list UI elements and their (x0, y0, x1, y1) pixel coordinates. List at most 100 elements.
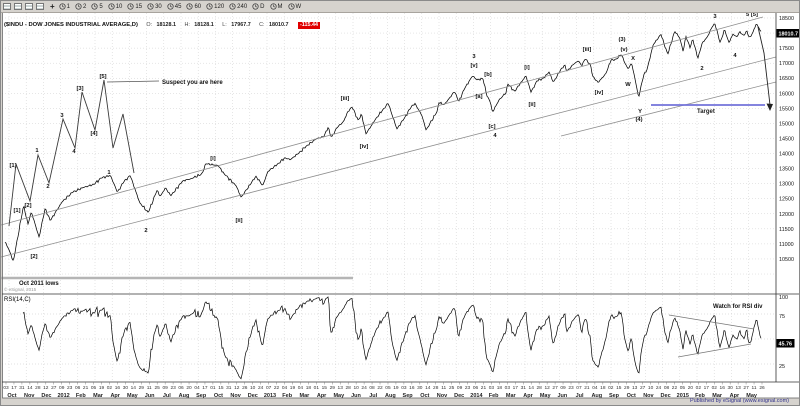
price-axis-label: 11500 (779, 227, 794, 233)
date-day-label: 09 (59, 385, 65, 391)
low-label: L: (222, 22, 227, 28)
interval-button-120[interactable]: 120 (206, 3, 224, 10)
price-axis-label: 17000 (779, 61, 794, 67)
wave-label: [iii] (583, 47, 592, 53)
date-day-label: 23 (465, 385, 471, 391)
date-day-label: 31 (19, 385, 25, 391)
interval-button-45[interactable]: 45 (167, 3, 181, 10)
last-price-badge-text: 18010.7 (779, 32, 799, 38)
close-label: C: (259, 22, 265, 28)
date-day-label: 26 (759, 385, 765, 391)
date-day-label: 04 (298, 385, 304, 391)
projection-decline-line (757, 26, 771, 106)
interval-button-D[interactable]: D (252, 3, 265, 10)
date-day-label: 05 (680, 385, 686, 391)
date-day-label: 14 (529, 385, 535, 391)
interval-button-W[interactable]: W (287, 3, 301, 10)
rsi-div-note: Watch for RSI div (713, 304, 763, 310)
date-day-label: 02 (107, 385, 113, 391)
interval-label: D (260, 3, 265, 10)
date-month-label: May (540, 393, 552, 399)
date-day-label: 02 (712, 385, 718, 391)
date-day-label: 26 (242, 385, 248, 391)
wave-label: 5 [5] (746, 12, 758, 18)
sketch-wave-label: 4 (72, 149, 76, 155)
sketch-wave-label: [3] (76, 86, 83, 92)
clock-icon (108, 3, 115, 10)
date-month-label: May (333, 393, 345, 399)
date-month-label: Oct (627, 393, 636, 399)
interval-label: 60 (194, 3, 202, 10)
wave-label: [ii] (528, 102, 535, 108)
interval-button-240[interactable]: 240 (229, 3, 247, 10)
date-day-label: 06 (178, 385, 184, 391)
wave-label: [i] (524, 65, 530, 71)
plot-background (2, 12, 799, 398)
date-month-label: Jun (351, 393, 361, 399)
date-month-label: Jun (558, 393, 568, 399)
rsi-value-badge (776, 339, 795, 348)
interval-label: 5 (99, 3, 103, 10)
sketch-wave-label: [1] (9, 163, 16, 169)
interval-button-30[interactable]: 30 (147, 3, 162, 10)
cascade-windows-icon[interactable] (25, 3, 33, 10)
rsi-line-series (22, 296, 762, 380)
date-month-label: Sep (403, 393, 414, 399)
last-price-badge (776, 29, 799, 38)
date-month-label: Sep (196, 393, 207, 399)
price-axis-label: 11000 (779, 242, 794, 248)
date-day-label: 19 (393, 385, 399, 391)
interval-button-10[interactable]: 10 (108, 3, 122, 10)
high-label: H: (184, 22, 190, 28)
date-day-label: 08 (369, 385, 375, 391)
wave-label: Y (638, 109, 642, 115)
wave-label: (4) (635, 117, 642, 123)
sketch-wave-label: 3 (60, 113, 64, 119)
date-day-label: 03 (401, 385, 407, 391)
date-day-label: 11 (441, 385, 446, 391)
date-day-label: 17 (513, 385, 519, 391)
clock-icon (127, 3, 134, 10)
wave-label: 2 (144, 228, 147, 234)
date-day-label: 07 (266, 385, 272, 391)
date-day-label: 22 (672, 385, 678, 391)
interval-button-60[interactable]: 60 (186, 3, 201, 10)
open-value: 18128.1 (156, 22, 176, 28)
date-month-label: Dec (248, 393, 258, 399)
date-month-label: Nov (643, 393, 654, 399)
date-day-label: 27 (743, 385, 749, 391)
publisher-credit: Published by eSignal (www.esignal.com) (689, 398, 789, 404)
date-day-label: 13 (632, 385, 638, 391)
date-month-label: Dec (661, 393, 671, 399)
clock-icon (75, 3, 82, 10)
date-day-label: 14 (425, 385, 431, 391)
interval-button-15[interactable]: 15 (127, 3, 142, 10)
date-month-label: Nov (24, 393, 35, 399)
sketch-wave-label: [5] (99, 74, 106, 80)
clock-icon (91, 3, 98, 10)
price-axis-label: 12000 (779, 212, 794, 218)
add-interval-icon[interactable]: + (50, 1, 55, 11)
wave-label: 4 (733, 53, 737, 59)
wave-label: [c] (488, 124, 495, 130)
clock-icon (252, 3, 259, 10)
close-value: 18010.7 (269, 22, 289, 28)
date-day-label: 05 (91, 385, 97, 391)
date-month-label: Mar (712, 393, 723, 399)
page-layout-icon[interactable] (36, 3, 44, 10)
new-chart-icon[interactable] (3, 3, 11, 10)
interval-button-1[interactable]: 1 (59, 3, 70, 10)
interval-button-M[interactable]: M (269, 3, 283, 10)
interval-button-2[interactable]: 2 (75, 3, 86, 10)
date-month-label: Oct (420, 393, 429, 399)
date-day-label: 31 (521, 385, 527, 391)
interval-button-5[interactable]: 5 (91, 3, 103, 10)
price-axis-label: 16000 (779, 91, 794, 97)
date-day-label: 17 (11, 385, 17, 391)
date-day-label: 28 (346, 385, 352, 391)
tile-windows-icon[interactable] (14, 3, 22, 10)
channel-lower-line (1, 56, 777, 258)
date-day-label: 27 (640, 385, 646, 391)
wave-label: X (631, 56, 635, 62)
